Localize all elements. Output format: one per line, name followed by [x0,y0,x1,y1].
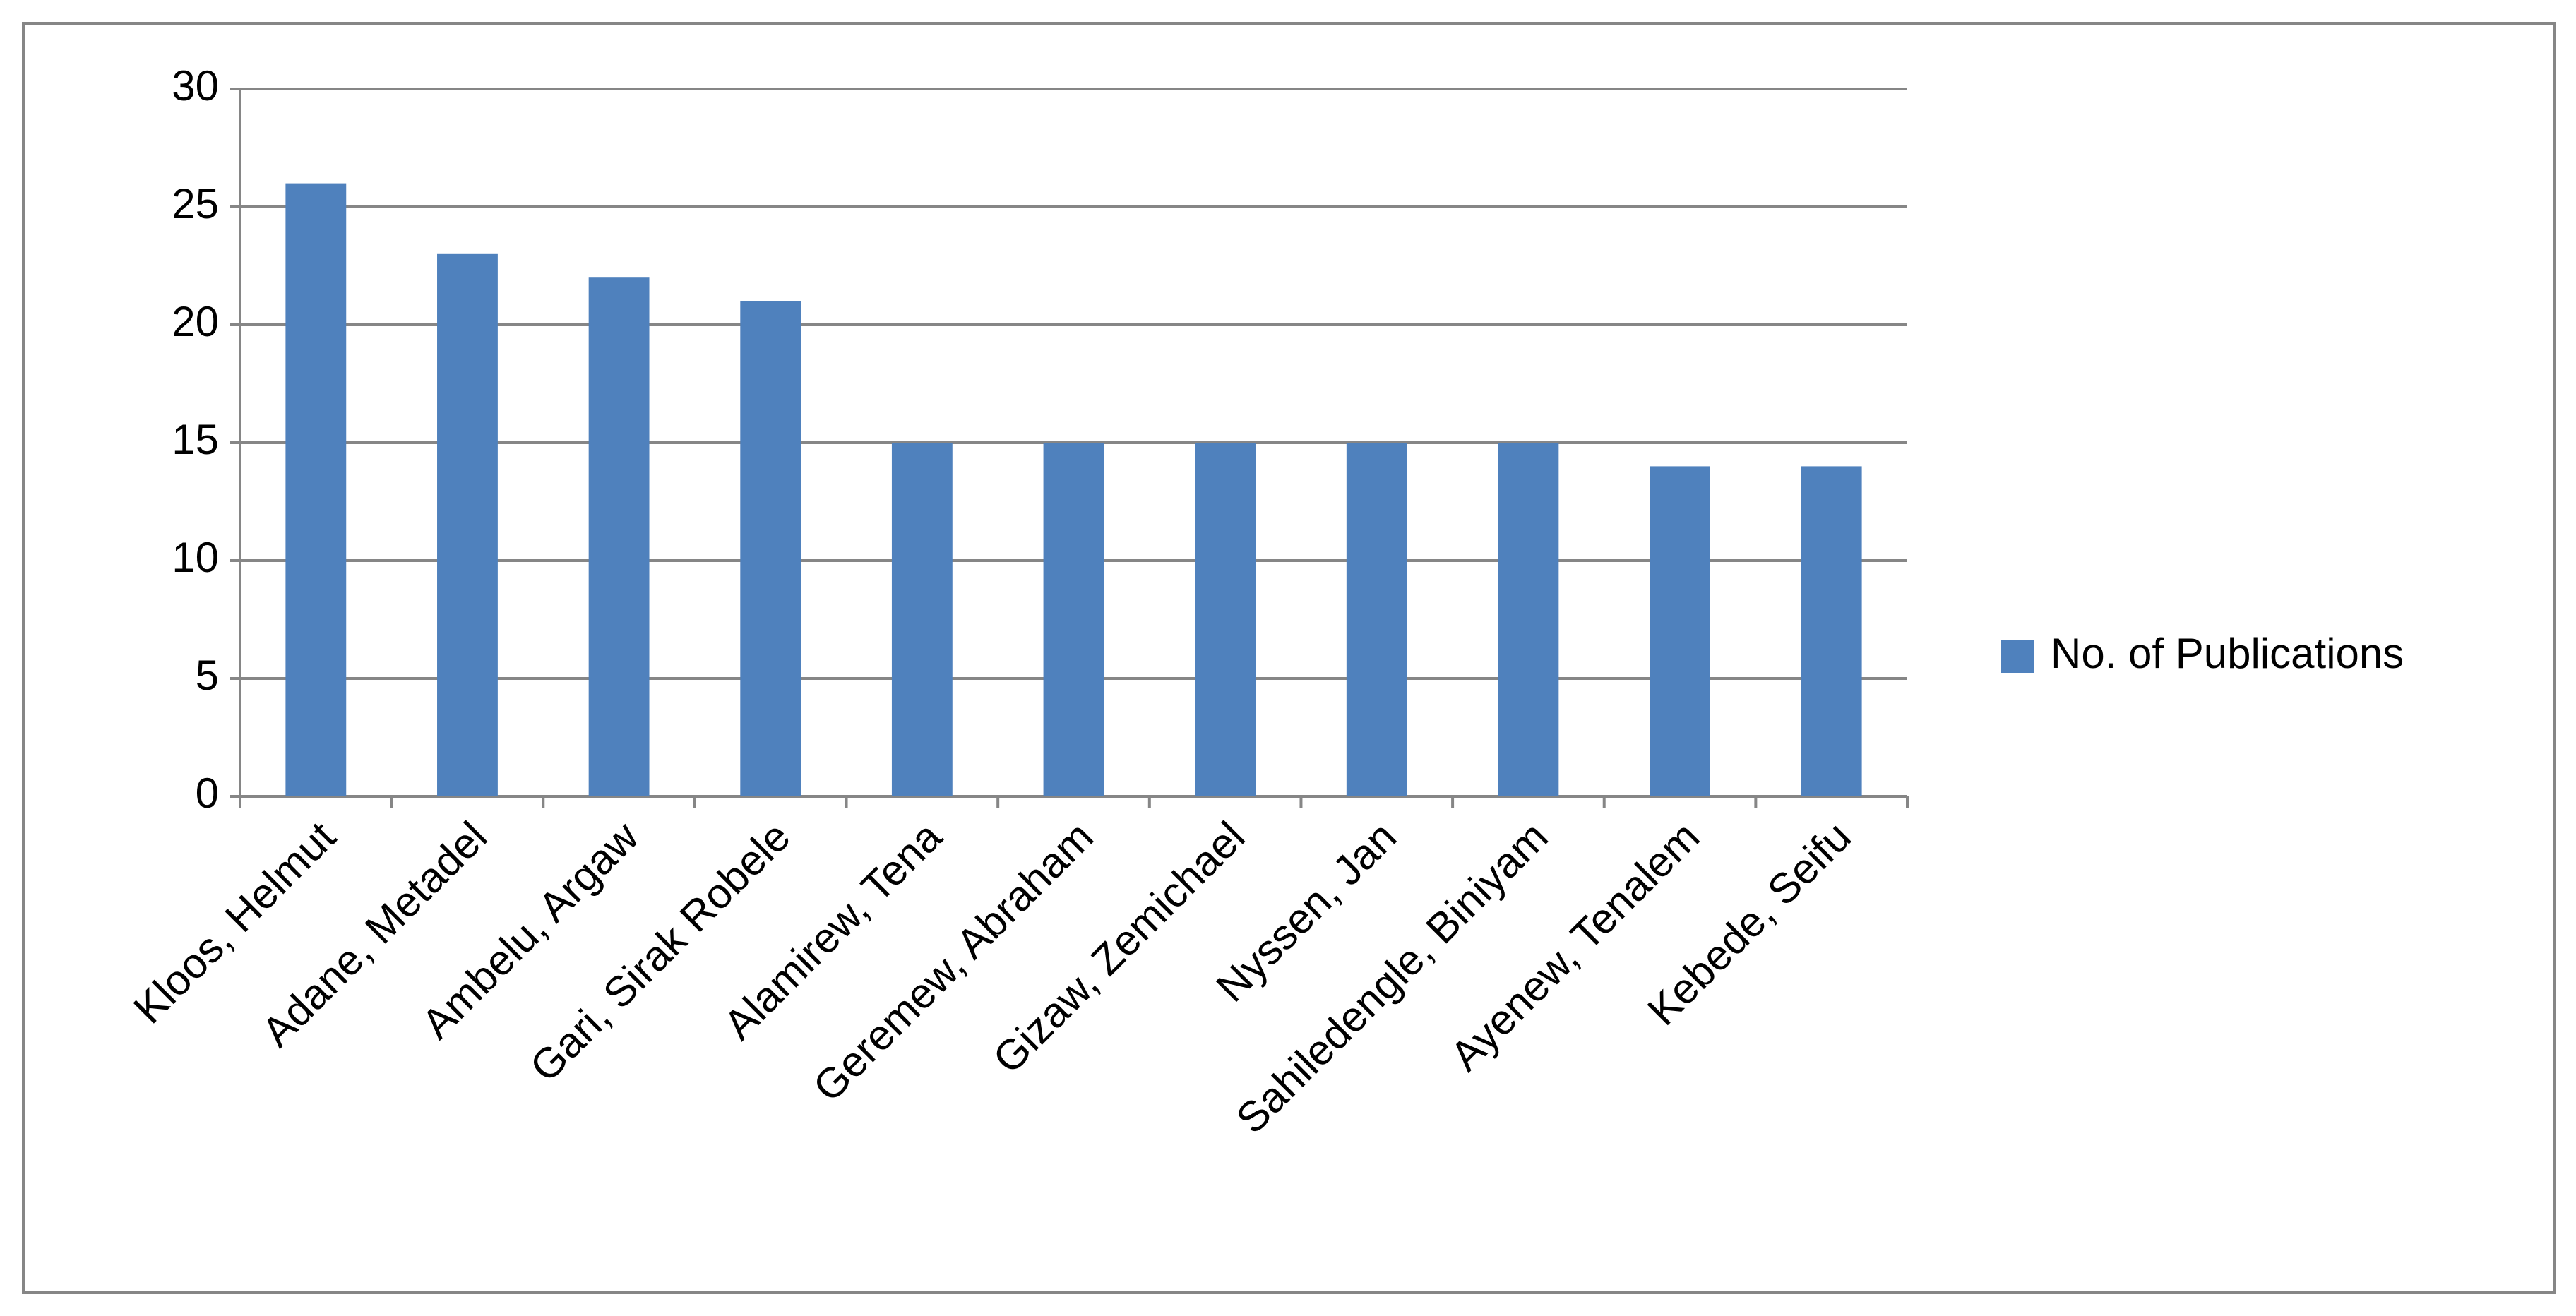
legend-swatch [2001,640,2034,673]
bar [588,277,650,796]
bar [437,253,498,796]
y-tick-label: 5 [196,652,219,699]
bar [740,301,801,797]
bar [1195,443,1256,796]
y-tick-label: 10 [172,534,219,581]
y-tick-label: 25 [172,180,219,227]
y-tick-label: 30 [172,62,219,109]
y-tick-label: 20 [172,298,219,345]
y-tick-label: 0 [196,770,219,817]
bar [1801,466,1862,796]
bar [1650,466,1710,796]
bar [1498,443,1559,796]
bar [891,443,953,796]
bar [285,183,347,797]
legend-label: No. of Publications [2051,630,2404,677]
bar [1043,443,1104,796]
y-tick-label: 15 [172,416,219,463]
bar [1346,443,1407,796]
